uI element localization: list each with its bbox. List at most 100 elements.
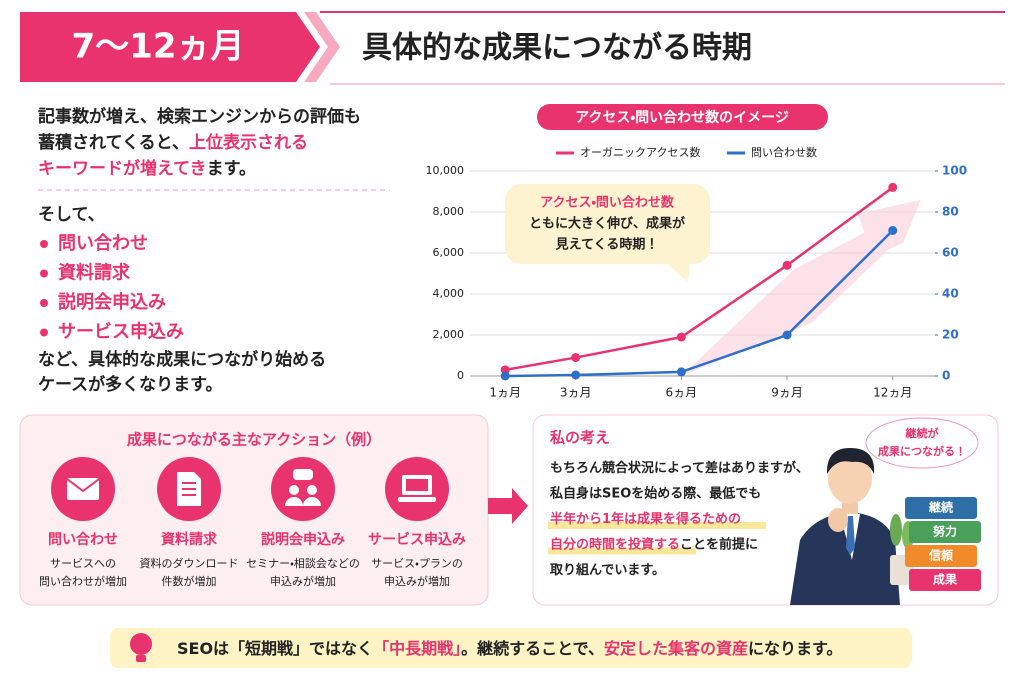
point [500, 365, 510, 375]
action-desc: 申込みが増加 [270, 574, 336, 588]
text-run: 取り組んでいます。 [550, 562, 665, 578]
x-tick-label: 6ヵ月 [666, 386, 698, 400]
text-line: 自分の時間を投資することを前提に [550, 536, 758, 552]
book [909, 521, 981, 543]
icon [293, 469, 313, 480]
text-line: キーワードが増えてきます。 [38, 158, 256, 179]
y-tick-label: 6,000 [433, 246, 465, 259]
person-tie [846, 516, 855, 555]
text-line: 半年から1年は成果を得るための [550, 511, 741, 527]
outro-line: ケースが多くなります。 [38, 374, 222, 395]
text-run: になります。 [748, 639, 842, 658]
point [571, 370, 581, 380]
person-body [790, 512, 900, 605]
y2-tick-label: 60 [942, 246, 959, 260]
x-tick-label: 9ヵ月 [771, 386, 803, 400]
emphasis: 上位表示される [189, 132, 308, 153]
callout-line: ともに大きく伸び、成果が [529, 216, 685, 232]
action-label: サービス申込み [368, 531, 466, 548]
action-desc: サービスへの [50, 557, 116, 570]
point [500, 371, 510, 381]
icon [67, 478, 99, 500]
icon [66, 478, 100, 493]
text-run: 。継続することで、 [461, 639, 604, 658]
result-item: 説明会申込み [58, 291, 166, 313]
callout-tail [665, 262, 690, 282]
footer-bar [110, 628, 912, 668]
text-run: 蓄積されてくると、 [38, 132, 189, 153]
legend-label: オーガニックアクセス数 [580, 146, 700, 159]
x-tick-label: 12ヵ月 [873, 386, 912, 400]
emphasis: 半年から1年は成果を得るための [550, 511, 741, 527]
legend-label: 問い合わせ数 [751, 146, 817, 159]
bullet [40, 269, 48, 278]
book-label: 努力 [933, 524, 957, 539]
emphasis: 自分の時間を投資する [550, 536, 680, 552]
y2-tick-label: 0 [942, 369, 950, 383]
icon [406, 479, 428, 491]
x-tick-label: 3ヵ月 [560, 386, 592, 400]
action-label: 資料請求 [161, 531, 218, 548]
icon [307, 485, 317, 495]
callout-box [505, 184, 710, 264]
trend-arrow [681, 199, 921, 376]
bubble-line: 成果につながる！ [878, 444, 966, 458]
y2-tick-label: 40 [942, 287, 959, 301]
book-label: 信頼 [928, 548, 954, 563]
point [571, 353, 581, 363]
book [905, 497, 977, 519]
y-tick-label: 0 [457, 369, 464, 382]
text-line: 私自身はSEOを始める際、最低でも [550, 485, 761, 501]
text-line: SEOは「短期戦」ではなく「中長期戦」。継続することで、安定した集客の資産になり… [177, 639, 842, 658]
callout-line: 見えてくる時期！ [555, 237, 659, 253]
point [676, 367, 686, 377]
text-line: 蓄積されてくると、上位表示される [38, 132, 308, 153]
then-text: そして、 [38, 205, 105, 225]
text-line: 取り組んでいます。 [550, 562, 665, 578]
x-tick-label: 1ヵ月 [489, 386, 521, 400]
chart-title: アクセス・問い合わせ数のイメージ [575, 109, 789, 126]
person-hair [826, 448, 875, 474]
action-desc: 問い合わせが増加 [39, 574, 127, 588]
chevron [304, 12, 340, 82]
y-tick-label: 8,000 [433, 205, 465, 218]
highlight [548, 547, 696, 555]
text-run: ます。 [207, 159, 256, 179]
emphasis: 安定した集客の資産 [604, 639, 748, 658]
text-run: 記事数が増え、検索エンジンからの評価も [38, 106, 361, 127]
y-tick-label: 10,000 [426, 164, 465, 177]
bullet [40, 240, 48, 248]
book [909, 569, 981, 591]
action-icon-bg [271, 457, 335, 521]
bubble [865, 417, 979, 469]
point [888, 182, 898, 192]
bubble-line: 継続が [905, 426, 939, 440]
text-run: 私自身はSEOを始める際、最低でも [550, 485, 761, 501]
emphasis: キーワードが増えてき [38, 158, 207, 179]
result-item: 資料請求 [58, 262, 131, 284]
action-desc: 申込みが増加 [384, 574, 450, 588]
arrow [488, 488, 528, 524]
bulb-icon [136, 655, 146, 662]
action-desc: セミナー・相談会などの [246, 557, 360, 570]
y2-tick-label: 80 [942, 205, 959, 219]
y-tick-label: 4,000 [433, 287, 465, 300]
book [905, 545, 977, 567]
point [888, 225, 898, 235]
book-label: 成果 [933, 572, 957, 587]
text-run: もちろん競合状況によって差はありますが、 [550, 460, 809, 476]
icon [285, 497, 303, 506]
chart-title-pill [537, 104, 828, 130]
person-hand [828, 508, 848, 532]
person-face [828, 452, 872, 504]
emphasis: 「中長期戦」 [373, 639, 461, 658]
plant-leaf [890, 514, 902, 546]
text-run: SEOは「短期戦」ではなく [177, 639, 373, 658]
y2-tick-label: 20 [942, 328, 959, 342]
icon [398, 497, 436, 502]
point [676, 332, 686, 342]
period: 7〜12ヵ月 [72, 27, 245, 67]
highlight [548, 522, 766, 529]
text-line: もちろん競合状況によって差はありますが、 [550, 460, 809, 476]
